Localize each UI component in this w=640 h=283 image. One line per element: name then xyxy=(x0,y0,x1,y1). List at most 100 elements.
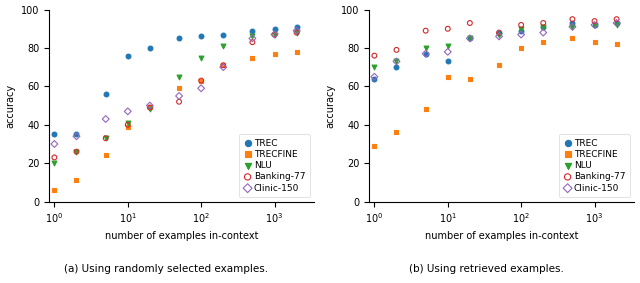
Banking-77 xyxy=(589,19,600,23)
Clinic-150 xyxy=(174,94,184,98)
Clinic-150 xyxy=(218,65,228,69)
TRECFINE xyxy=(123,125,133,129)
TRECFINE xyxy=(391,130,401,135)
TREC xyxy=(145,46,155,50)
TRECFINE xyxy=(71,178,81,183)
Banking-77 xyxy=(494,30,504,35)
Banking-77 xyxy=(123,123,133,127)
NLU xyxy=(218,44,228,48)
TRECFINE xyxy=(465,76,475,81)
Clinic-150 xyxy=(369,74,380,79)
TRECFINE xyxy=(611,42,621,46)
Banking-77 xyxy=(71,149,81,154)
TRECFINE xyxy=(196,78,206,83)
NLU xyxy=(291,30,301,35)
TRECFINE xyxy=(269,52,280,56)
NLU xyxy=(174,74,184,79)
NLU xyxy=(611,23,621,27)
Legend: TREC, TRECFINE, NLU, Banking-77, Clinic-150: TREC, TRECFINE, NLU, Banking-77, Clinic-… xyxy=(239,134,310,197)
X-axis label: number of examples in-context: number of examples in-context xyxy=(105,231,259,241)
TREC xyxy=(538,25,548,29)
TRECFINE xyxy=(538,40,548,44)
Banking-77 xyxy=(611,17,621,22)
NLU xyxy=(145,107,155,112)
Clinic-150 xyxy=(145,103,155,108)
NLU xyxy=(465,36,475,41)
TRECFINE xyxy=(494,63,504,68)
NLU xyxy=(443,44,453,48)
TREC xyxy=(465,36,475,41)
NLU xyxy=(589,23,600,27)
NLU xyxy=(269,32,280,37)
TREC xyxy=(567,21,577,25)
NLU xyxy=(391,59,401,64)
Banking-77 xyxy=(218,63,228,68)
Clinic-150 xyxy=(516,32,526,37)
Clinic-150 xyxy=(269,32,280,37)
Banking-77 xyxy=(369,53,380,58)
NLU xyxy=(369,65,380,69)
Banking-77 xyxy=(420,28,431,33)
TREC xyxy=(100,92,111,96)
Clinic-150 xyxy=(100,117,111,121)
Banking-77 xyxy=(174,99,184,104)
Banking-77 xyxy=(567,17,577,22)
TRECFINE xyxy=(369,144,380,148)
TRECFINE xyxy=(100,153,111,158)
NLU xyxy=(49,161,60,166)
TRECFINE xyxy=(420,107,431,112)
TREC xyxy=(123,53,133,58)
NLU xyxy=(516,27,526,31)
Banking-77 xyxy=(516,23,526,27)
Banking-77 xyxy=(145,105,155,110)
Banking-77 xyxy=(391,48,401,52)
TREC xyxy=(369,76,380,81)
Clinic-150 xyxy=(443,50,453,54)
Banking-77 xyxy=(269,32,280,37)
Clinic-150 xyxy=(391,59,401,64)
Clinic-150 xyxy=(291,28,301,33)
Clinic-150 xyxy=(196,86,206,91)
Banking-77 xyxy=(443,27,453,31)
TREC xyxy=(71,132,81,137)
Clinic-150 xyxy=(589,23,600,27)
NLU xyxy=(123,121,133,125)
TREC xyxy=(269,27,280,31)
TRECFINE xyxy=(145,105,155,110)
Clinic-150 xyxy=(567,25,577,29)
TREC xyxy=(611,21,621,25)
TREC xyxy=(516,28,526,33)
TREC xyxy=(443,59,453,64)
TREC xyxy=(494,30,504,35)
Text: (a) Using randomly selected examples.: (a) Using randomly selected examples. xyxy=(65,264,268,274)
Clinic-150 xyxy=(538,30,548,35)
TRECFINE xyxy=(174,86,184,91)
Clinic-150 xyxy=(71,134,81,139)
TREC xyxy=(420,52,431,56)
Y-axis label: accuracy: accuracy xyxy=(326,83,335,128)
Banking-77 xyxy=(291,30,301,35)
Banking-77 xyxy=(538,21,548,25)
TRECFINE xyxy=(49,188,60,192)
Legend: TREC, TRECFINE, NLU, Banking-77, Clinic-150: TREC, TRECFINE, NLU, Banking-77, Clinic-… xyxy=(559,134,630,197)
Clinic-150 xyxy=(611,21,621,25)
TRECFINE xyxy=(443,74,453,79)
NLU xyxy=(494,32,504,37)
TREC xyxy=(247,28,257,33)
NLU xyxy=(100,136,111,140)
TREC xyxy=(196,34,206,39)
TRECFINE xyxy=(567,36,577,41)
X-axis label: number of examples in-context: number of examples in-context xyxy=(425,231,579,241)
Clinic-150 xyxy=(49,142,60,146)
TREC xyxy=(218,32,228,37)
NLU xyxy=(196,55,206,60)
Banking-77 xyxy=(196,78,206,83)
NLU xyxy=(71,149,81,154)
TRECFINE xyxy=(291,50,301,54)
TRECFINE xyxy=(516,46,526,50)
Banking-77 xyxy=(247,40,257,44)
Banking-77 xyxy=(49,155,60,160)
TREC xyxy=(589,23,600,27)
Clinic-150 xyxy=(420,52,431,56)
TRECFINE xyxy=(589,40,600,44)
